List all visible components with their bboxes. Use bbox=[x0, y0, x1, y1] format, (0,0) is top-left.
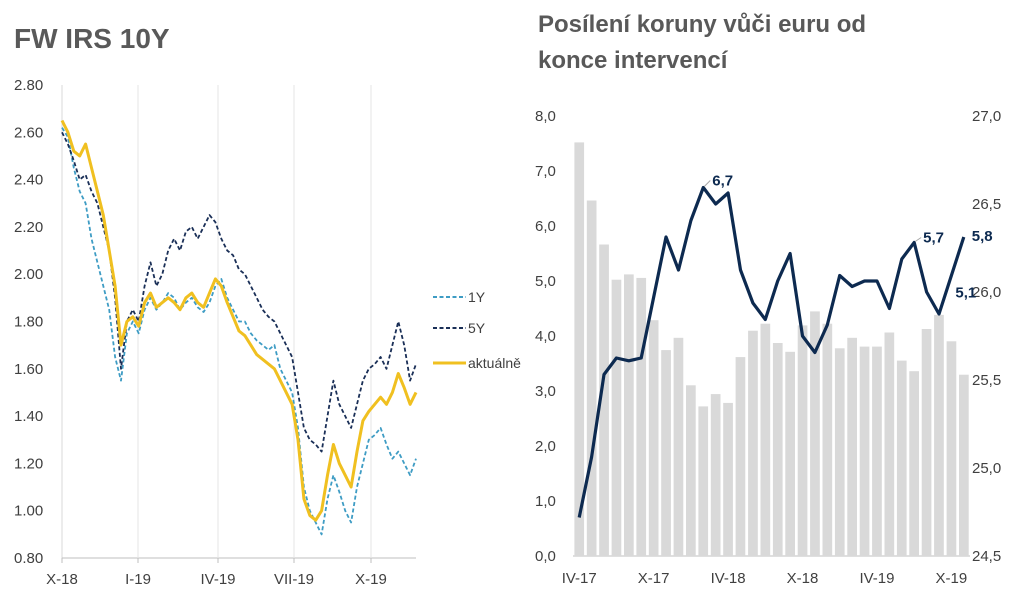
chart1-y-tick-label: 1.40 bbox=[14, 408, 43, 425]
chart2-right-tick-label: 26,0 bbox=[972, 284, 1001, 301]
chart2-bar bbox=[872, 346, 882, 556]
chart2-right-tick-label: 25,0 bbox=[972, 460, 1001, 477]
chart1-y-tick-label: 2.40 bbox=[14, 172, 43, 189]
chart2-left-tick-label: 7,0 bbox=[535, 163, 556, 180]
chart1-legend-label: 1Y bbox=[468, 289, 486, 305]
chart1-y-tick-label: 2.80 bbox=[14, 77, 43, 94]
chart1-series bbox=[60, 119, 418, 536]
chart1-y-ticks: 0.80 1.00 1.20 1.40 1.60 1.80 2.00 2.20 2.40 2.60… bbox=[14, 77, 43, 567]
chart2-data-label-leader bbox=[914, 237, 922, 242]
chart2-bar bbox=[959, 374, 969, 556]
chart2-title-line1: Posílení koruny vůči euru od bbox=[538, 11, 866, 38]
chart2-bar bbox=[785, 351, 795, 556]
chart2-bar bbox=[834, 348, 845, 556]
chart2-bar bbox=[586, 200, 597, 556]
chart2-right-axis-ticks: 24,5 25,0 25,5 26,0 26,5 27,0 bbox=[972, 108, 1001, 565]
chart2-bar bbox=[611, 279, 622, 556]
chart1-series-line-1 bbox=[61, 127, 417, 536]
chart2-right-tick-label: 24,5 bbox=[972, 548, 1001, 565]
chart2-left-tick-label: 3,0 bbox=[535, 383, 556, 400]
chart2-bar bbox=[921, 329, 932, 556]
chart2-bar bbox=[723, 402, 733, 556]
chart2-bar bbox=[636, 277, 647, 556]
chart2-bar bbox=[797, 325, 808, 556]
chart2-bar bbox=[946, 341, 957, 556]
chart2-left-tick-label: 6,0 bbox=[535, 218, 556, 235]
chart2-bar bbox=[934, 314, 944, 556]
chart2-left-tick-label: 4,0 bbox=[535, 328, 556, 345]
chart2-data-label: 5,7 bbox=[923, 230, 944, 247]
chart1-y-tick-label: 2.20 bbox=[14, 219, 43, 236]
chart2-left-tick-label: 1,0 bbox=[535, 493, 556, 510]
chart1-y-tick-label: 2.00 bbox=[14, 266, 43, 283]
chart1-x-ticks: X-18 I-19 IV-19 VII-19 X-19 bbox=[46, 571, 387, 588]
chart2-bar bbox=[624, 274, 634, 556]
chart2-bar bbox=[710, 394, 721, 556]
chart2-bar bbox=[648, 320, 659, 556]
chart1-gridlines bbox=[61, 85, 416, 563]
chart2-bar bbox=[909, 371, 919, 556]
chart2-right-tick-label: 27,0 bbox=[972, 108, 1001, 125]
chart2-bar bbox=[698, 406, 709, 556]
chart1-x-tick-label: X-19 bbox=[355, 571, 387, 588]
chart2-left-tick-label: 0,0 bbox=[535, 548, 556, 565]
chart2-bar bbox=[673, 337, 684, 556]
chart2-data-label: 5,1 bbox=[955, 285, 976, 302]
chart2-data-label: 6,7 bbox=[712, 173, 733, 190]
chart2-data-labels: 6,7 5,7 5,1 5,8 bbox=[703, 173, 993, 302]
chart2-bar bbox=[599, 244, 609, 556]
chart2-right-tick-label: 25,5 bbox=[972, 372, 1001, 389]
chart2-bar bbox=[686, 385, 696, 556]
chart1-y-tick-label: 1.60 bbox=[14, 361, 43, 378]
chart1-y-tick-label: 1.00 bbox=[14, 503, 43, 520]
chart2-data-label: 5,8 bbox=[972, 228, 993, 245]
chart2-x-ticks: IV-17 X-17 IV-18 X-18 IV-19 X-19 bbox=[562, 570, 968, 587]
chart2-left-axis-ticks: 0,0 1,0 2,0 3,0 4,0 5,0 6,0 7,0 8,0 bbox=[535, 108, 556, 565]
chart-fw-irs: FW IRS 10Y 0.80 1.00 1.20 1.40 1.60 1.80 2.00 2… bbox=[14, 23, 521, 588]
chart2-bar bbox=[896, 360, 907, 556]
chart1-y-tick-label: 1.20 bbox=[14, 455, 43, 472]
chart2-x-tick-label: X-19 bbox=[936, 570, 968, 587]
chart2-title-line2: konce intervencí bbox=[538, 47, 729, 74]
chart1-series-line-2 bbox=[61, 131, 417, 453]
chart2-bar bbox=[772, 343, 783, 556]
chart2-line-series bbox=[577, 185, 966, 518]
chart2-bar bbox=[859, 346, 870, 556]
chart1-x-tick-label: VII-19 bbox=[274, 571, 314, 588]
chart1-legend-label: aktuálně bbox=[468, 355, 521, 371]
chart2-data-label-leader bbox=[703, 180, 711, 187]
chart2-right-tick-label: 26,5 bbox=[972, 196, 1001, 213]
chart2-bar bbox=[661, 350, 671, 556]
chart1-y-tick-label: 2.60 bbox=[14, 124, 43, 141]
chart1-x-tick-label: X-18 bbox=[46, 571, 78, 588]
chart2-bar bbox=[735, 357, 746, 556]
chart2-bar bbox=[884, 332, 895, 556]
chart2-line-path bbox=[577, 185, 966, 518]
chart1-legend-label: 5Y bbox=[468, 320, 486, 336]
chart1-series-line-3 bbox=[60, 119, 418, 522]
chart2-bar bbox=[810, 311, 820, 556]
chart2-bar bbox=[574, 142, 585, 556]
chart2-x-tick-label: X-18 bbox=[787, 570, 819, 587]
chart2-bar bbox=[748, 330, 758, 556]
chart2-bar bbox=[847, 337, 857, 556]
chart2-x-tick-label: IV-19 bbox=[859, 570, 894, 587]
chart2-x-tick-label: IV-18 bbox=[711, 570, 746, 587]
chart2-x-tick-label: IV-17 bbox=[562, 570, 597, 587]
chart1-title: FW IRS 10Y bbox=[14, 23, 170, 54]
chart-koruna: Posílení koruny vůči euru od konce inter… bbox=[535, 11, 1001, 587]
chart2-bars bbox=[573, 142, 970, 557]
chart1-x-tick-label: I-19 bbox=[125, 571, 151, 588]
chart1-y-tick-label: 1.80 bbox=[14, 314, 43, 331]
chart1-legend: 1Y 5Y aktuálně bbox=[433, 289, 521, 371]
chart2-bar bbox=[760, 323, 771, 556]
chart2-left-tick-label: 2,0 bbox=[535, 438, 556, 455]
chart2-x-tick-label: X-17 bbox=[638, 570, 670, 587]
chart2-bar bbox=[822, 323, 833, 556]
chart2-left-tick-label: 5,0 bbox=[535, 273, 556, 290]
chart1-y-tick-label: 0.80 bbox=[14, 550, 43, 567]
chart1-x-tick-label: IV-19 bbox=[200, 571, 235, 588]
chart2-left-tick-label: 8,0 bbox=[535, 108, 556, 125]
